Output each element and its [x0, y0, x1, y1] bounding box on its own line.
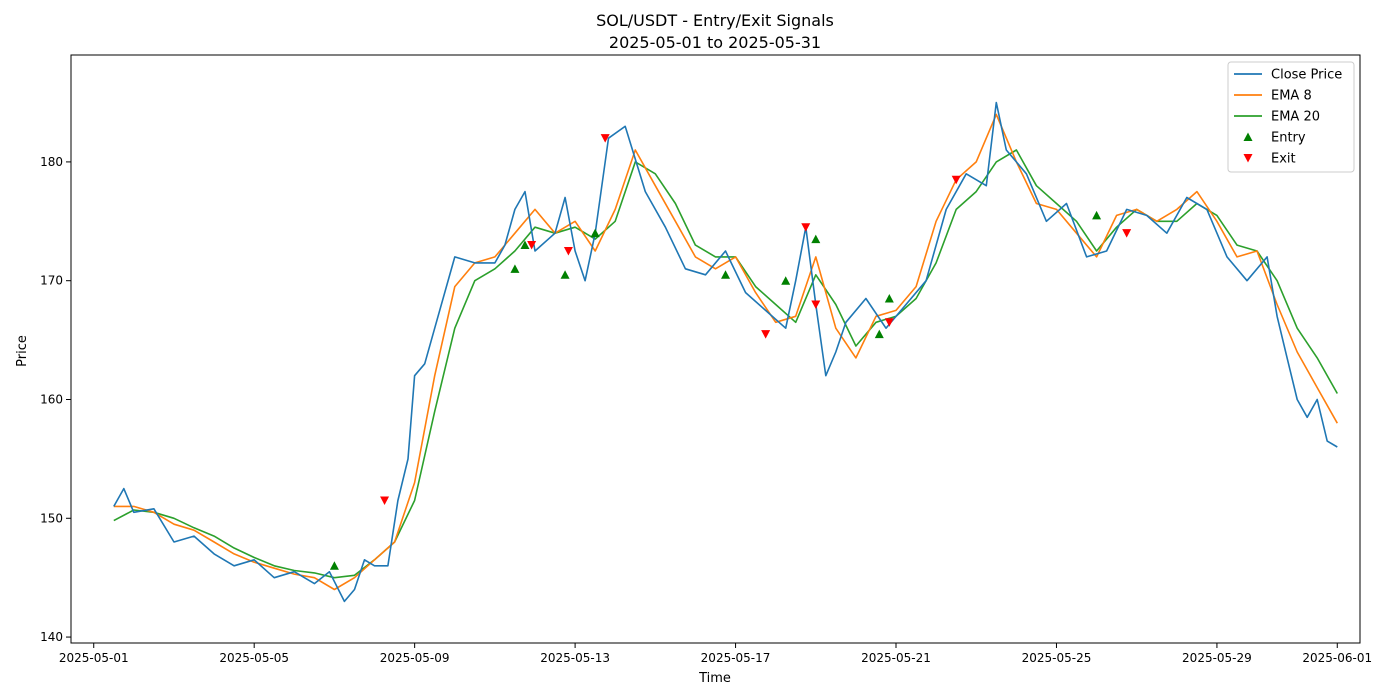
y-axis-label: Price	[15, 335, 30, 367]
entry-marker	[560, 270, 570, 279]
y-tick-label: 160	[40, 392, 63, 406]
x-tick-label: 2025-05-17	[701, 651, 771, 665]
series-line-1	[113, 113, 1338, 591]
entry-marker	[874, 329, 884, 339]
y-tick-label: 180	[40, 155, 63, 169]
entry-marker	[721, 270, 731, 279]
entry-marker	[1092, 210, 1102, 220]
legend-label: Exit	[1271, 152, 1296, 167]
legend-swatch	[1243, 132, 1253, 141]
legend: Close Price EMA 8 EMA 20 Entry Exit	[1227, 61, 1355, 173]
x-axis-label: Time	[698, 671, 731, 686]
legend-label: Entry	[1271, 131, 1306, 146]
x-tick-label: 2025-06-01	[1302, 651, 1372, 665]
chart-title: SOL/USDT - Entry/Exit Signals	[596, 11, 834, 30]
y-tick-label: 140	[40, 630, 63, 644]
exit-marker	[811, 300, 821, 309]
plot-area	[71, 55, 1360, 643]
x-tick-label: 2025-05-05	[219, 651, 289, 665]
series-line-0	[113, 101, 1338, 603]
entry-marker	[520, 240, 530, 250]
entry-marker	[811, 234, 821, 244]
signal-markers	[329, 134, 1132, 570]
exit-marker	[380, 496, 390, 505]
y-tick-label: 170	[40, 274, 63, 288]
chart-subtitle: 2025-05-01 to 2025-05-31	[609, 33, 821, 52]
legend-label: EMA 8	[1271, 89, 1312, 104]
exit-marker	[527, 241, 537, 250]
y-axis-ticks: 140 150 160 170 180	[40, 155, 71, 644]
legend-swatch	[1243, 154, 1253, 163]
exit-marker	[1122, 229, 1132, 238]
x-axis-ticks: 2025-05-01 2025-05-05 2025-05-09 2025-05-13…	[59, 643, 1372, 665]
exit-marker	[563, 247, 573, 256]
exit-marker	[761, 330, 771, 339]
exit-marker	[884, 318, 894, 327]
x-tick-label: 2025-05-09	[380, 651, 450, 665]
entry-marker	[510, 264, 520, 273]
y-tick-label: 150	[40, 511, 63, 525]
x-tick-label: 2025-05-01	[59, 651, 129, 665]
x-tick-label: 2025-05-29	[1182, 651, 1252, 665]
legend-label: Close Price	[1271, 68, 1342, 83]
x-tick-label: 2025-05-25	[1022, 651, 1092, 665]
legend-label: EMA 20	[1271, 110, 1320, 125]
x-tick-label: 2025-05-13	[540, 651, 610, 665]
entry-marker	[590, 228, 600, 238]
x-tick-label: 2025-05-21	[861, 651, 931, 665]
series-layer	[113, 101, 1338, 603]
entry-marker	[329, 561, 339, 570]
entry-marker	[781, 276, 791, 285]
entry-marker	[884, 294, 894, 303]
exit-marker	[951, 175, 961, 185]
legend-frame	[1227, 61, 1355, 173]
exit-marker	[801, 223, 811, 232]
exit-marker	[600, 134, 610, 143]
plot-frame	[70, 54, 1361, 644]
series-line-2	[113, 149, 1338, 579]
